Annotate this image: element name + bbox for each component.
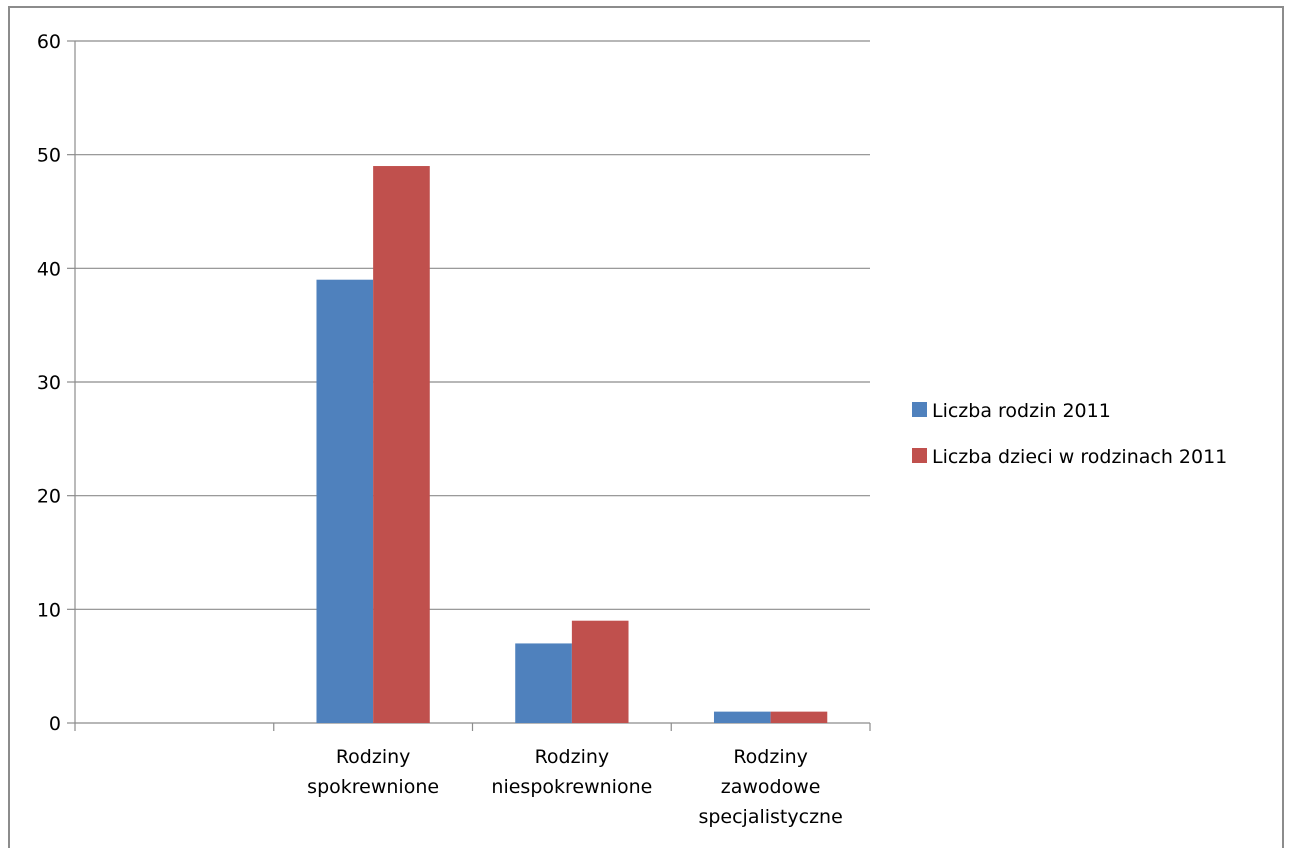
x-tick-label: specjalistyczne xyxy=(698,806,842,828)
x-axis: Rodziny spokrewnione Rodziny niespokrewnion… xyxy=(75,723,870,828)
x-tick-label: Rodziny xyxy=(535,746,610,768)
x-tick-label: Rodziny xyxy=(336,746,411,768)
legend-swatch xyxy=(912,448,927,463)
bar xyxy=(373,166,430,723)
y-tick-label: 30 xyxy=(37,372,61,394)
legend-label: Liczba dzieci w rodzinach 2011 xyxy=(932,446,1227,468)
x-tick-label: spokrewnione xyxy=(307,776,439,798)
gridlines xyxy=(75,41,870,609)
y-axis: 0 10 20 30 40 50 60 xyxy=(37,31,75,735)
y-tick-label: 0 xyxy=(49,713,61,735)
bar xyxy=(316,280,373,723)
x-tick-label: zawodowe xyxy=(721,776,821,798)
legend-label: Liczba rodzin 2011 xyxy=(932,400,1111,422)
legend-swatch xyxy=(912,402,927,417)
bar xyxy=(515,643,572,723)
y-tick-label: 40 xyxy=(37,258,61,280)
y-tick-label: 20 xyxy=(37,486,61,508)
bars xyxy=(316,166,827,723)
bar xyxy=(572,621,629,723)
x-tick-label: niespokrewnione xyxy=(491,776,652,798)
bar xyxy=(714,712,771,723)
y-tick-label: 50 xyxy=(37,145,61,167)
x-tick-label: Rodziny xyxy=(733,746,808,768)
bar xyxy=(771,712,828,723)
y-tick-label: 60 xyxy=(37,31,61,53)
legend: Liczba rodzin 2011 Liczba dzieci w rodzin… xyxy=(912,400,1227,468)
y-tick-label: 10 xyxy=(37,599,61,621)
